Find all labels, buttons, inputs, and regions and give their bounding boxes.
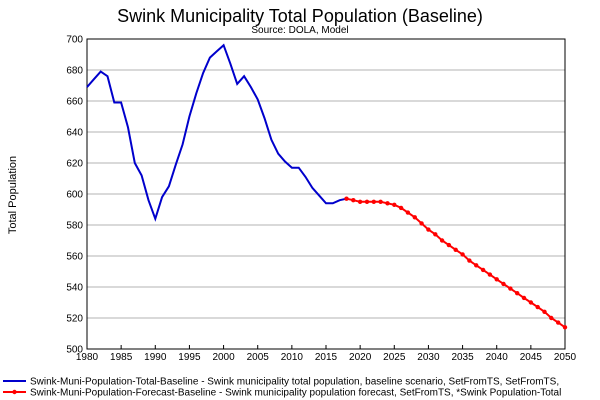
y-tick-label: 660 [66,97,83,108]
y-tick-label: 620 [66,159,83,170]
x-tick-label: 1990 [144,352,167,363]
x-tick-label: 2010 [281,352,304,363]
legend-entry-1: Swink-Muni-Population-Total-Baseline - S… [30,377,559,388]
x-tick-label: 2040 [486,352,509,363]
data-point [508,286,513,291]
x-tick-label: 2030 [417,352,440,363]
x-tick-label: 2020 [349,352,372,363]
data-point [521,295,527,301]
series-line-2 [346,197,566,329]
y-tick-label: 580 [66,221,83,232]
data-point [515,291,520,296]
data-point [364,199,370,204]
x-tick-label: 1985 [110,352,133,363]
x-tick-label: 1980 [76,352,99,363]
data-point [535,304,540,310]
data-point [460,252,465,257]
data-point [480,267,486,273]
y-tick-label: 700 [66,35,83,46]
y-tick-label: 600 [66,190,83,201]
data-point [556,320,561,325]
data-point [433,232,438,237]
data-point [357,199,363,204]
series-line-1 [86,43,347,222]
data-point [419,221,424,226]
x-tick-label: 2035 [451,352,474,363]
data-point [528,300,534,305]
data-point [474,263,479,268]
x-tick-label: 2005 [247,352,270,363]
x-axis: 1980 1985 1990 1995 2000 2005 2010 2015 2020 2025… [76,345,577,363]
legend-marker [12,389,17,395]
data-point [487,272,493,277]
data-point [542,309,547,314]
x-tick-label: 2025 [383,352,406,363]
data-point [426,227,431,232]
y-axis: 500 520 540 560 580 600 620 640 660 680 700 [66,35,83,356]
data-point [344,196,349,201]
data-point [549,315,554,321]
chart-title: Swink Municipality Total Population (Bas… [117,6,483,26]
data-point [494,277,499,282]
y-tick-label: 520 [66,314,83,325]
y-tick-label: 560 [66,252,83,263]
data-point [453,247,458,252]
legend-entry-2: Swink-Muni-Population-Forecast-Baseline … [30,388,561,399]
x-tick-label: 2015 [315,352,338,363]
data-point [392,202,397,207]
chart-subtitle: Source: DOLA, Model [251,25,348,36]
data-point [398,205,404,211]
data-point [378,199,383,204]
y-tick-label: 640 [66,128,83,139]
data-point [562,325,568,330]
y-tick-label: 680 [66,66,83,77]
legend: Swink-Muni-Population-Total-Baseline - S… [3,377,561,399]
data-point [446,242,452,248]
x-tick-label: 2045 [520,352,543,363]
x-tick-label: 2000 [212,352,235,363]
x-tick-label: 1995 [178,352,201,363]
data-point [351,198,356,203]
series-layer [86,43,568,330]
data-point [501,281,506,287]
grid [87,38,565,350]
data-point [371,199,376,204]
data-point [385,201,390,206]
data-point [412,215,417,220]
data-point [439,238,445,243]
y-tick-label: 540 [66,283,83,294]
data-point [405,210,411,215]
data-point [467,258,472,263]
x-tick-label: 2050 [554,352,577,363]
y-tick-label: 500 [66,345,83,356]
y-axis-label: Total Population [7,156,19,234]
